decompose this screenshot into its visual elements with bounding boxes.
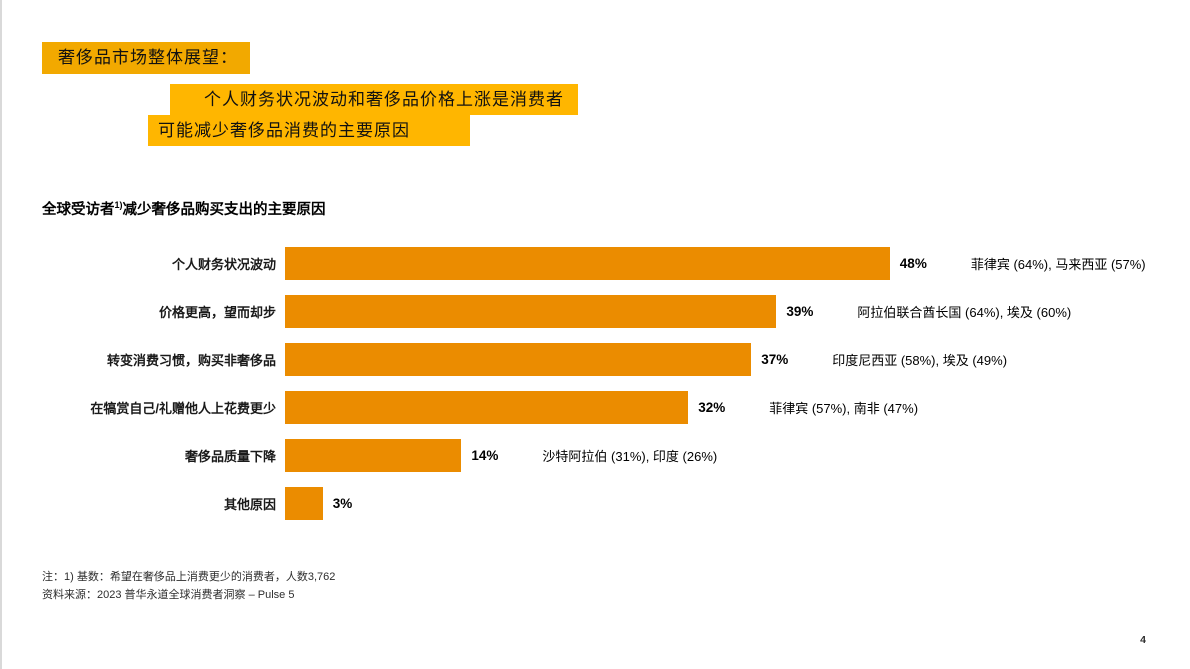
bar [285,487,323,520]
footnote-base: 注：1) 基数：希望在奢侈品上消费更少的消费者，人数3,762 [42,571,336,583]
bar [285,391,689,424]
bar-annotation: 菲律宾 (57%), 南非 (47%) [769,401,919,416]
bar-category-label: 个人财务状况波动 [171,257,276,272]
chart-row: 个人财务状况波动 48% 菲律宾 (64%), 马来西亚 (57%) [42,247,1170,280]
chart-title-prefix: 全球受访者 [42,202,115,218]
slide-title-line2: 个人财务状况波动和奢侈品价格上涨是消费者 [170,84,578,115]
bar-annotation: 菲律宾 (64%), 马来西亚 (57%) [970,257,1146,272]
bar-annotation: 印度尼西亚 (58%), 埃及 (49%) [832,353,1008,368]
bar-value-label: 32% [698,400,726,415]
bar-category-label: 其他原因 [223,497,276,512]
chart-row: 其他原因 3% [42,487,1170,520]
bar-value-label: 14% [471,448,499,463]
bar-annotation: 沙特阿拉伯 (31%), 印度 (26%) [542,449,718,464]
chart-row: 奢侈品质量下降 14% 沙特阿拉伯 (31%), 印度 (26%) [42,439,1170,472]
bar [285,343,752,376]
chart-title-suffix: 减少奢侈品购买支出的主要原因 [122,202,326,218]
chart-row: 在犒赏自己/礼赠他人上花费更少 32% 菲律宾 (57%), 南非 (47%) [42,391,1170,424]
bar-category-label: 在犒赏自己/礼赠他人上花费更少 [90,401,276,416]
bar-annotation: 阿拉伯联合酋长国 (64%), 埃及 (60%) [857,305,1072,320]
bar [285,247,890,280]
bar-value-label: 37% [761,352,789,367]
bar-value-label: 39% [786,304,814,319]
chart-row: 价格更高，望而却步 39% 阿拉伯联合酋长国 (64%), 埃及 (60%) [42,295,1170,328]
chart-title-footnote-marker: 1) [114,200,123,211]
bar-chart: 个人财务状况波动 48% 菲律宾 (64%), 马来西亚 (57%) 价格更高，… [42,247,1170,535]
chart-row: 转变消费习惯，购买非奢侈品 37% 印度尼西亚 (58%), 埃及 (49%) [42,343,1170,376]
slide-title-line3: 可能减少奢侈品消费的主要原因 [148,115,470,146]
bar [285,439,462,472]
page-number: 4 [1140,634,1146,646]
slide-title-line1: 奢侈品市场整体展望： [42,42,250,74]
footnote-source: 资料来源：2023 普华永道全球消费者洞察 – Pulse 5 [42,589,295,601]
bar-category-label: 奢侈品质量下降 [184,449,276,464]
bar-value-label: 48% [899,256,927,271]
bar-value-label: 3% [332,496,353,511]
slide-left-edge [0,0,2,669]
chart-title: 全球受访者1)减少奢侈品购买支出的主要原因 [42,198,326,219]
bar-category-label: 转变消费习惯，购买非奢侈品 [106,353,276,368]
bar [285,295,777,328]
bar-category-label: 价格更高，望而却步 [158,305,276,320]
footnotes: 注：1) 基数：希望在奢侈品上消费更少的消费者，人数3,762 资料来源：202… [42,568,335,604]
